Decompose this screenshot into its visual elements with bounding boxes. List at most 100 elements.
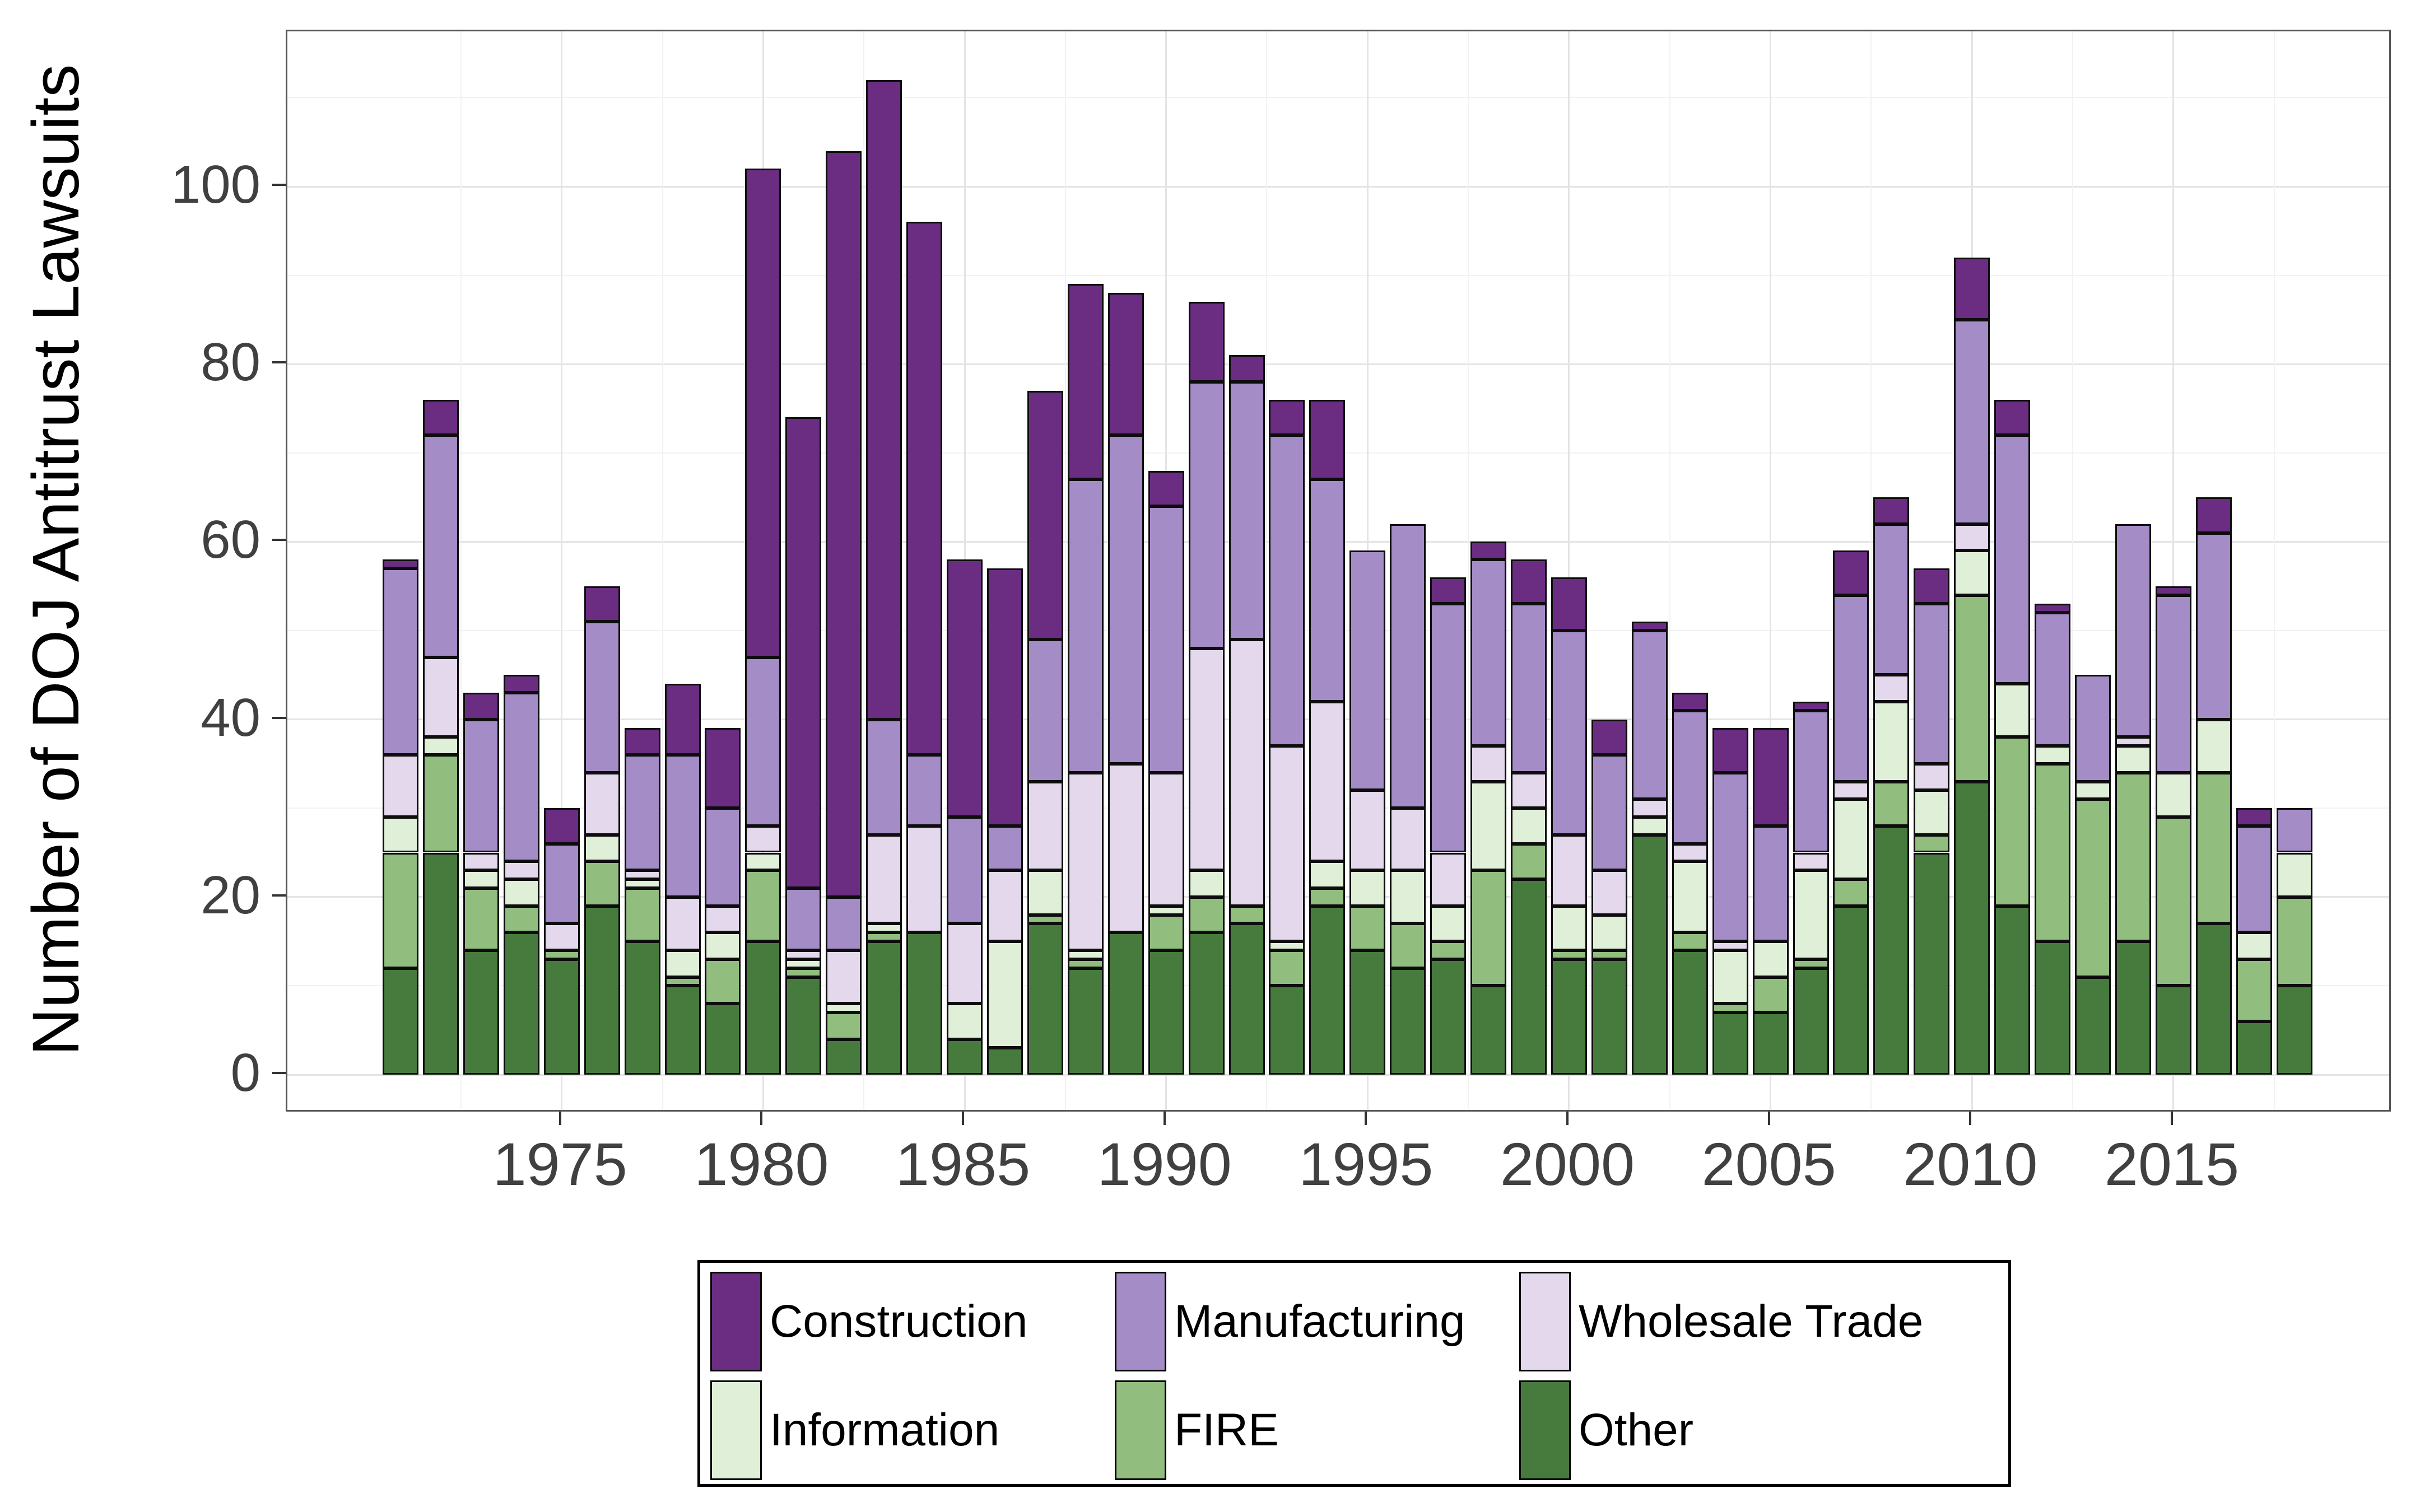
bar-segment-1995-wholesale-trade [1349, 790, 1386, 871]
bar-segment-1998-manufacturing [1470, 559, 1507, 746]
bar-segment-1992-wholesale-trade [1228, 639, 1265, 906]
bar-segment-2011-fire [1994, 737, 2031, 906]
y-tick-label-100: 100 [170, 155, 260, 214]
bar-segment-2003-fire [1672, 932, 1708, 950]
bar-segment-1990-fire [1148, 914, 1184, 950]
bar-segment-1984-wholesale-trade [906, 825, 943, 933]
legend-label-wholesale-trade: Wholesale Trade [1579, 1296, 1924, 1347]
bar-segment-1975-other [543, 959, 580, 1075]
bar-segment-2009-manufacturing [1914, 604, 1950, 764]
bar-segment-1979-wholesale-trade [705, 906, 741, 933]
bar-segment-1993-information [1269, 941, 1305, 950]
bar-segment-1975-construction [543, 808, 580, 844]
bar-segment-2015-construction [2155, 586, 2191, 595]
bar-segment-2012-fire [2035, 763, 2071, 942]
bar-segment-2007-wholesale-trade [1833, 781, 1869, 800]
bar-segment-1991-other [1188, 932, 1225, 1075]
bar-segment-2008-fire [1873, 781, 1910, 826]
legend-swatch-fire [1115, 1380, 1166, 1480]
bar-segment-2000-construction [1551, 577, 1587, 631]
bar-segment-1986-construction [986, 568, 1023, 826]
bar-segment-2008-construction [1873, 497, 1910, 524]
bar-segment-1977-wholesale-trade [624, 870, 660, 880]
gridline-x-minor-2002.5 [1669, 31, 1670, 1110]
bar-segment-1985-manufacturing [947, 817, 983, 924]
y-tick-mark-40 [272, 716, 286, 719]
bar-segment-1971-manufacturing [383, 568, 418, 755]
bar-segment-1993-wholesale-trade [1269, 746, 1305, 942]
bar-segment-1981-information [785, 959, 822, 968]
bar-segment-2009-wholesale-trade [1914, 763, 1950, 791]
bar-segment-1997-construction [1430, 577, 1467, 604]
bar-segment-1974-wholesale-trade [503, 861, 539, 880]
bar-segment-1974-manufacturing [503, 693, 539, 862]
bar-segment-2001-wholesale-trade [1591, 870, 1627, 915]
bar-segment-1996-information [1390, 870, 1426, 924]
bar-segment-2014-manufacturing [2115, 524, 2151, 738]
bar-segment-2017-fire [2236, 959, 2272, 1021]
bar-segment-1990-manufacturing [1148, 506, 1184, 773]
bar-segment-2005-fire [1752, 977, 1789, 1012]
bar-segment-1994-manufacturing [1309, 479, 1346, 702]
bar-segment-1991-information [1188, 870, 1225, 897]
bar-segment-2016-fire [2195, 772, 2232, 924]
gridline-x-minor-1982.5 [863, 31, 865, 1110]
bar-segment-2017-other [2236, 1021, 2272, 1075]
bar-segment-1993-fire [1269, 950, 1305, 986]
x-tick-mark-1995 [1365, 1112, 1367, 1125]
bar-segment-1986-information [986, 941, 1023, 1048]
bar-segment-2011-manufacturing [1994, 435, 2031, 684]
bar-segment-2016-other [2195, 923, 2232, 1075]
bar-segment-2013-fire [2075, 799, 2111, 977]
bar-segment-2003-information [1672, 861, 1708, 933]
bar-segment-1977-information [624, 879, 660, 888]
x-tick-mark-1980 [760, 1112, 763, 1125]
bar-segment-1971-fire [383, 852, 418, 968]
bar-segment-2005-other [1752, 1012, 1789, 1075]
bar-segment-2008-information [1873, 701, 1910, 782]
bar-segment-1978-wholesale-trade [664, 897, 701, 950]
bar-segment-2006-construction [1793, 701, 1829, 711]
bar-segment-1990-other [1148, 950, 1184, 1075]
y-tick-label-20: 20 [201, 865, 260, 925]
bar-segment-1998-other [1470, 986, 1507, 1075]
bar-segment-2003-manufacturing [1672, 710, 1708, 844]
bar-segment-2012-manufacturing [2035, 613, 2071, 746]
bar-segment-1984-construction [906, 222, 943, 755]
bar-segment-1998-construction [1470, 542, 1507, 560]
bar-segment-1989-construction [1107, 293, 1144, 436]
bar-segment-1994-other [1309, 906, 1346, 1075]
bar-segment-1971-wholesale-trade [383, 755, 418, 818]
bar-segment-1973-fire [463, 888, 499, 950]
bar-segment-1980-manufacturing [745, 657, 781, 826]
bar-segment-1985-other [947, 1039, 983, 1075]
bar-segment-2008-wholesale-trade [1873, 675, 1910, 702]
bar-segment-2008-manufacturing [1873, 524, 1910, 675]
bar-segment-1979-fire [705, 959, 741, 1004]
x-tick-mark-2000 [1566, 1112, 1569, 1125]
bar-segment-1999-wholesale-trade [1511, 772, 1547, 809]
bar-segment-1991-fire [1188, 897, 1225, 933]
bar-segment-1983-manufacturing [866, 719, 902, 835]
bar-segment-1995-fire [1349, 906, 1386, 950]
legend-item-information: Information [710, 1380, 999, 1480]
bar-segment-1973-manufacturing [463, 719, 499, 853]
bar-segment-1978-manufacturing [664, 755, 701, 897]
bar-segment-1972-construction [422, 399, 459, 436]
bar-segment-2010-wholesale-trade [1954, 524, 1990, 551]
bar-segment-1976-information [584, 834, 620, 862]
bar-segment-2000-fire [1551, 950, 1587, 959]
bar-segment-2009-information [1914, 790, 1950, 835]
legend-item-other: Other [1519, 1380, 1693, 1480]
bar-segment-1995-information [1349, 870, 1386, 906]
bar-segment-2013-information [2075, 781, 2111, 800]
gridline-x-2005 [1770, 31, 1772, 1110]
gridline-y-minor-90 [287, 274, 2389, 276]
bar-segment-1982-other [826, 1039, 862, 1075]
bar-segment-2005-manufacturing [1752, 825, 1789, 942]
y-tick-label-80: 80 [201, 332, 260, 393]
bar-segment-2017-construction [2236, 808, 2272, 826]
bar-segment-1987-manufacturing [1027, 639, 1063, 782]
legend-swatch-other [1519, 1380, 1571, 1480]
bar-segment-2010-other [1954, 781, 1990, 1075]
